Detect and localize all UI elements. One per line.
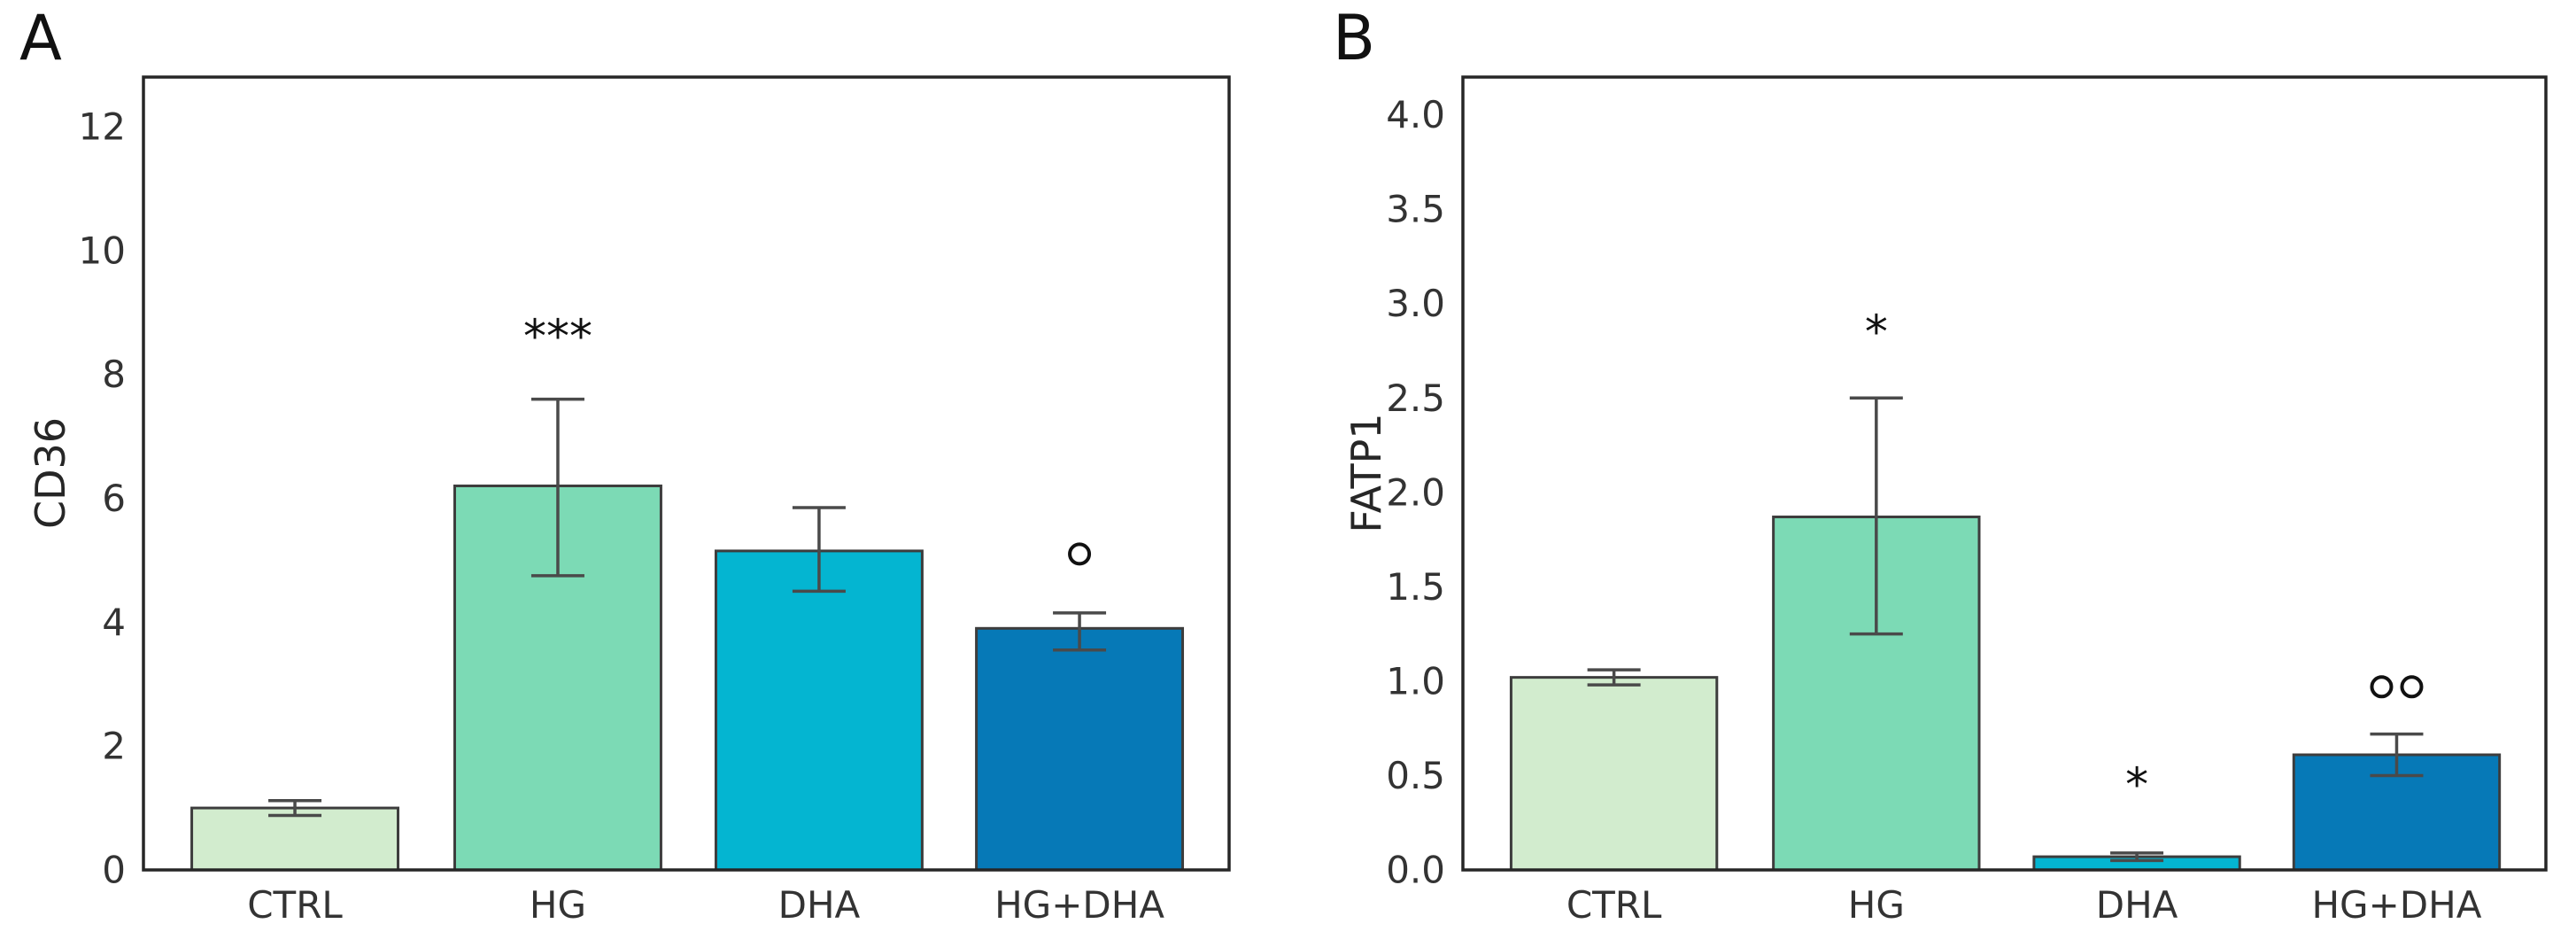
panel-a-letter: A [19,2,62,74]
y-tick-label-8: 8 [102,353,126,396]
bar-CTRL [190,806,399,872]
y-tick-label-3.0: 3.0 [1386,282,1445,325]
bar-DHA [714,549,924,872]
x-category-label-HG: HG [1848,883,1905,927]
y-tick-label-2.5: 2.5 [1386,376,1445,420]
y-tick-label-0.0: 0.0 [1386,849,1445,892]
panel-a-plot: *** 0 2 4 6 8 10 12 CTRL HG DHA HG+DHA [79,75,1231,927]
y-tick-label-2: 2 [102,725,126,768]
x-category-label-HG+DHA: HG+DHA [994,883,1164,927]
significance-marker-HG+DHA-circle-1 [2370,675,2394,699]
y-tick-label-0.5: 0.5 [1386,754,1445,797]
y-tick-label-2.0: 2.0 [1386,470,1445,514]
bar-CTRL [1509,676,1719,872]
y-tick-label-1.0: 1.0 [1386,659,1445,702]
panel-a: A CD36 *** 0 2 4 6 8 10 12 CTRL HG DHA HG+DHA [19,2,1231,927]
y-tick-label-10: 10 [79,229,126,272]
x-category-label-HG+DHA: HG+DHA [2311,883,2481,927]
x-category-label-HG: HG [530,883,586,927]
significance-marker-DHA: * [2125,759,2148,812]
y-tick-label-1.5: 1.5 [1386,565,1445,609]
x-category-label-CTRL: CTRL [1566,883,1662,927]
plot-frame [142,75,1231,872]
panel-b-plot: * * 0.0 0.5 1.0 1.5 2.0 2.5 3.0 3.5 4.0 CTRL HG DHA HG… [1386,75,2548,927]
bar-HG+DHA [975,626,1185,872]
significance-marker-HG+DHA-circle-2 [2400,675,2424,699]
significance-marker-HG: * [1865,306,1888,359]
plot-frame [1461,75,2548,872]
x-category-label-DHA: DHA [778,883,861,927]
panel-b-letter: B [1333,2,1376,74]
x-category-label-CTRL: CTRL [247,883,343,927]
y-tick-label-4: 4 [102,601,126,644]
y-tick-label-12: 12 [79,105,126,148]
y-tick-label-4.0: 4.0 [1386,93,1445,136]
y-tick-label-6: 6 [102,477,126,520]
panel-b: B FATP1 * * 0.0 0.5 1.0 1.5 2.0 2.5 3.0 3.5 4.0 CTR… [1288,0,2576,947]
significance-marker-HG+DHA-circle-1 [1068,542,1092,566]
x-category-label-DHA: DHA [2096,883,2178,927]
significance-marker-HG: *** [523,311,592,364]
y-tick-label-0: 0 [102,849,126,892]
y-tick-label-3.5: 3.5 [1386,188,1445,231]
